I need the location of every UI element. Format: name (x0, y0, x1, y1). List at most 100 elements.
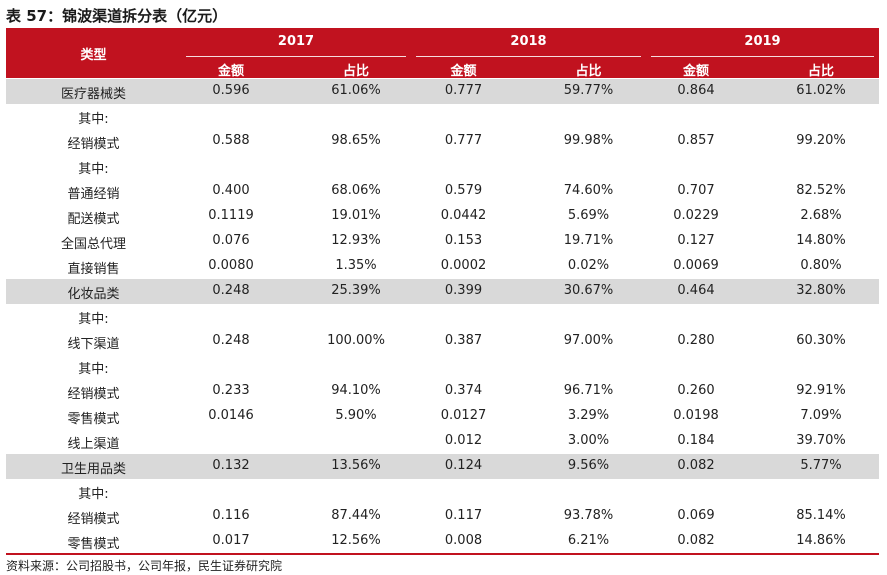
amount-cell: 0.008 (444, 533, 483, 548)
source-note: 资料来源：公司招股书，公司年报，民生证券研究院 (6, 559, 283, 573)
table-header: 类型 2017 2018 2019 金额 占比 金额 占比 金额 占比 (6, 28, 879, 79)
amount-cell: 0.260 (677, 383, 715, 398)
amount-cell: 0.116 (212, 508, 250, 523)
table-row: 普通经销 0.400 68.06% 0.579 74.60% 0.707 82.52% (6, 179, 879, 204)
year-divider-2018 (416, 56, 641, 57)
year-header-2019: 2019 (744, 34, 781, 49)
share-cell: 2.68% (800, 208, 842, 223)
share-cell: 59.77% (563, 83, 614, 98)
table-row: 经销模式 0.116 87.44% 0.117 93.78% 0.069 85.14% (6, 504, 879, 529)
row-label: 卫生用品类 (60, 462, 126, 477)
amount-cell: 0.0127 (440, 408, 487, 423)
amount-cell: 0.153 (444, 233, 483, 248)
row-label: 直接销售 (67, 262, 120, 277)
row-label: 全国总代理 (60, 237, 126, 252)
share-cell: 13.56% (331, 458, 381, 473)
share-cell: 30.67% (563, 283, 614, 298)
share-cell: 94.10% (331, 383, 381, 398)
amount-cell: 0.132 (212, 458, 250, 473)
year-header-2018: 2018 (510, 34, 547, 49)
amount-cell: 0.596 (212, 83, 250, 98)
amount-cell: 0.777 (444, 133, 483, 148)
year-divider-2019 (651, 56, 874, 57)
share-cell: 93.78% (563, 508, 614, 523)
table-row: 医疗器械类 0.596 61.06% 0.777 59.77% 0.864 61.02% (6, 79, 879, 104)
table-row: 全国总代理 0.076 12.93% 0.153 19.71% 0.127 14.80% (6, 229, 879, 254)
amount-cell: 0.777 (444, 83, 483, 98)
amount-cell: 0.399 (444, 283, 483, 298)
share-cell: 7.09% (800, 408, 842, 423)
table-row: 其中: (6, 304, 879, 329)
share-cell: 14.80% (796, 233, 846, 248)
amount-cell: 0.012 (444, 433, 483, 448)
year-header-2017: 2017 (277, 34, 315, 49)
table-row: 零售模式 0.017 12.56% 0.008 6.21% 0.082 14.86% (6, 529, 879, 554)
row-label: 线下渠道 (67, 337, 120, 352)
share-cell: 9.56% (567, 458, 610, 473)
amount-cell: 0.0069 (673, 258, 719, 273)
amount-cell: 0.864 (677, 83, 715, 98)
subheader-share-2017: 占比 (342, 64, 369, 79)
amount-cell: 0.127 (677, 233, 715, 248)
row-label: 经销模式 (67, 512, 120, 527)
amount-cell: 0.117 (444, 508, 483, 523)
share-cell: 60.30% (796, 333, 846, 348)
row-label: 其中: (78, 112, 109, 127)
share-cell: 87.44% (331, 508, 381, 523)
share-cell: 61.06% (331, 83, 381, 98)
amount-cell: 0.0229 (673, 208, 719, 223)
amount-cell: 0.0002 (440, 258, 487, 273)
share-cell: 12.93% (331, 233, 381, 248)
subheader-amount-2018: 金额 (450, 64, 477, 79)
subheader-amount-2017: 金额 (217, 64, 244, 79)
row-label: 其中: (78, 487, 109, 502)
amount-cell: 0.082 (677, 533, 715, 548)
amount-cell: 0.076 (212, 233, 250, 248)
share-cell: 82.52% (796, 183, 846, 198)
share-cell: 1.35% (335, 258, 377, 273)
table-row: 经销模式 0.233 94.10% 0.374 96.71% 0.260 92.91% (6, 379, 879, 404)
share-cell: 19.01% (331, 208, 381, 223)
amount-cell: 0.0146 (208, 408, 254, 423)
table-bottom-rule (6, 553, 879, 555)
row-label: 化妆品类 (67, 287, 120, 302)
table-row: 线上渠道 0.012 3.00% 0.184 39.70% (6, 429, 879, 454)
amount-cell: 0.579 (444, 183, 483, 198)
row-label: 其中: (78, 362, 109, 377)
amount-cell: 0.374 (444, 383, 483, 398)
row-label: 经销模式 (67, 137, 120, 152)
share-cell: 32.80% (796, 283, 846, 298)
amount-cell: 0.124 (444, 458, 483, 473)
table-row: 其中: (6, 154, 879, 179)
share-cell: 74.60% (563, 183, 614, 198)
table-row: 卫生用品类 0.132 13.56% 0.124 9.56% 0.082 5.77% (6, 454, 879, 479)
row-label: 配送模式 (67, 212, 120, 227)
amount-cell: 0.017 (212, 533, 250, 548)
table-row: 其中: (6, 354, 879, 379)
amount-cell: 0.588 (212, 133, 250, 148)
subheader-share-2018: 占比 (575, 64, 602, 79)
amount-cell: 0.0442 (440, 208, 487, 223)
amount-cell: 0.464 (677, 283, 715, 298)
share-cell: 25.39% (331, 283, 381, 298)
amount-cell: 0.248 (212, 283, 250, 298)
row-label: 其中: (78, 162, 109, 177)
amount-cell: 0.280 (677, 333, 715, 348)
row-label: 经销模式 (67, 387, 120, 402)
share-cell: 19.71% (563, 233, 614, 248)
share-cell: 98.65% (331, 133, 381, 148)
year-divider-2017 (186, 56, 406, 57)
table-title: 表 57：锦波渠道拆分表（亿元） (6, 7, 228, 25)
row-label: 线上渠道 (67, 437, 120, 452)
share-cell: 3.29% (567, 408, 610, 423)
share-cell: 14.86% (796, 533, 846, 548)
amount-cell: 0.707 (677, 183, 715, 198)
amount-cell: 0.400 (212, 183, 250, 198)
share-cell: 99.98% (563, 133, 614, 148)
amount-cell: 0.082 (677, 458, 715, 473)
share-cell: 12.56% (331, 533, 381, 548)
amount-cell: 0.184 (677, 433, 715, 448)
share-cell: 3.00% (567, 433, 610, 448)
share-cell: 99.20% (796, 133, 846, 148)
share-cell: 0.80% (800, 258, 842, 273)
